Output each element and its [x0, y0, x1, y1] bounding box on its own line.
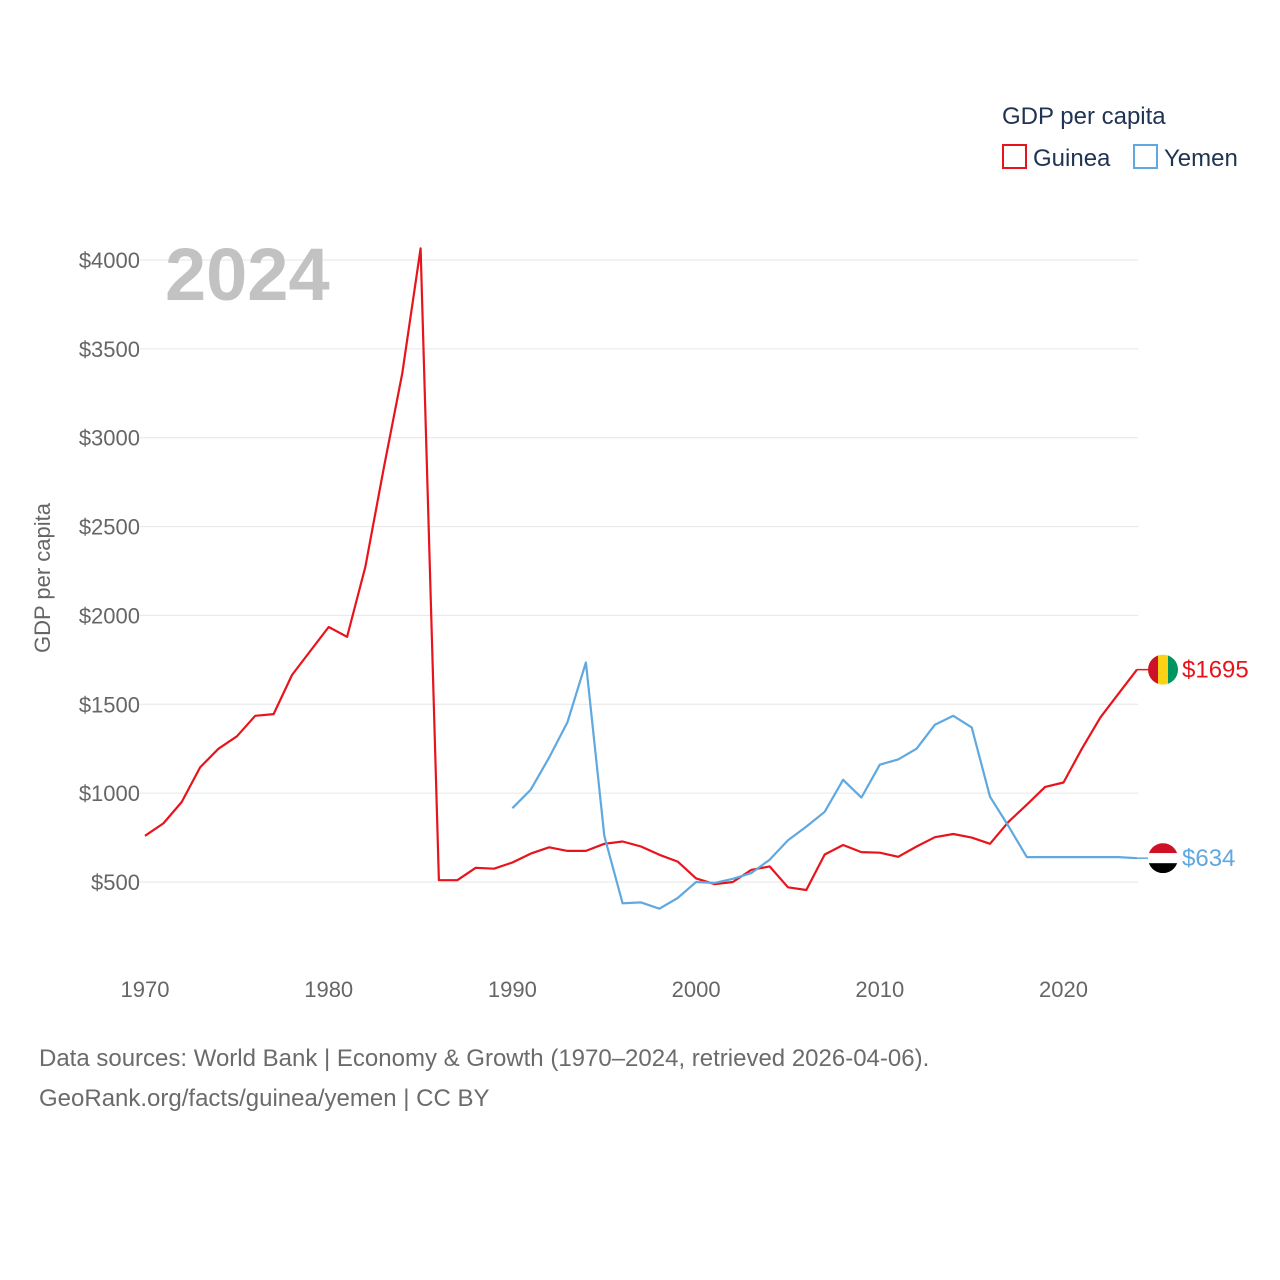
- legend: GDP per capita Guinea Yemen: [1002, 103, 1238, 172]
- x-axis-ticks: 1970 1980 1990 2000 2010 2020: [121, 977, 1088, 1002]
- y-tick-label: $4000: [79, 248, 140, 273]
- x-tick-label: 2020: [1039, 977, 1088, 1002]
- y-tick-label: $3500: [79, 337, 140, 362]
- y-tick-label: $500: [91, 870, 140, 895]
- y-axis-ticks: $500 $1000 $1500 $2000 $2500 $3000 $3500 $4000: [79, 248, 140, 895]
- legend-label-yemen: Yemen: [1164, 145, 1238, 172]
- x-tick-label: 1980: [304, 977, 353, 1002]
- guinea-flag-icon: [1137, 654, 1178, 685]
- legend-item-guinea[interactable]: Guinea: [1002, 144, 1111, 172]
- legend-label-guinea: Guinea: [1033, 145, 1111, 172]
- y-tick-label: $1500: [79, 692, 140, 717]
- series-line-guinea: [144, 247, 1138, 892]
- x-tick-label: 2010: [855, 977, 904, 1002]
- legend-title: GDP per capita: [1002, 103, 1166, 130]
- x-tick-label: 1990: [488, 977, 537, 1002]
- y-tick-label: $2000: [79, 603, 140, 628]
- legend-item-yemen[interactable]: Yemen: [1133, 144, 1238, 172]
- gridlines: [140, 259, 1138, 883]
- source-line-1: Data sources: World Bank | Economy & Gro…: [39, 1045, 930, 1072]
- yemen-end-value: $634: [1182, 845, 1235, 872]
- y-axis-title: GDP per capita: [30, 502, 55, 653]
- y-tick-label: $1000: [79, 781, 140, 806]
- legend-swatch-yemen: [1133, 144, 1158, 169]
- source-line-2[interactable]: GeoRank.org/facts/guinea/yemen | CC BY: [39, 1085, 490, 1112]
- yemen-flag-icon: [1137, 843, 1178, 874]
- y-tick-label: $3000: [79, 426, 140, 451]
- series-lines: [144, 247, 1138, 910]
- x-tick-label: 1970: [121, 977, 170, 1002]
- legend-swatch-guinea: [1002, 144, 1027, 169]
- x-tick-label: 2000: [672, 977, 721, 1002]
- y-tick-label: $2500: [79, 515, 140, 540]
- year-label: 2024: [165, 233, 330, 316]
- series-line-yemen: [511, 661, 1138, 910]
- guinea-end-value: $1695: [1182, 657, 1249, 684]
